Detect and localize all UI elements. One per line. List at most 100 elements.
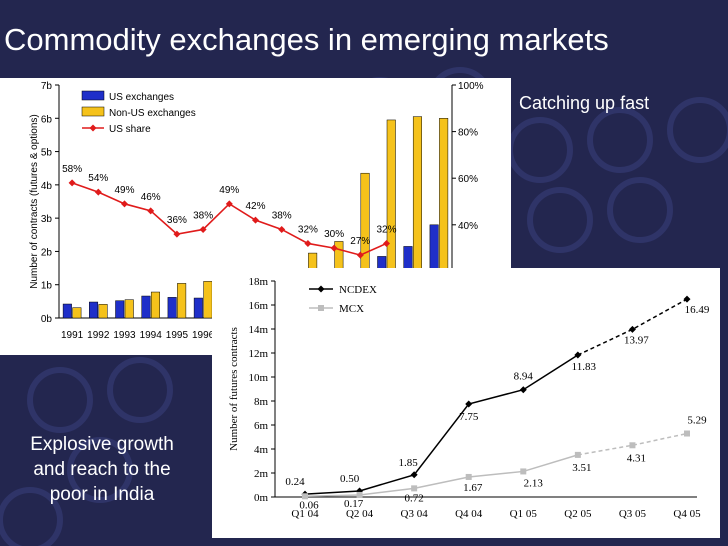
- y-axis-title: Number of futures contracts: [228, 327, 240, 451]
- ncdex-point: [519, 386, 527, 394]
- legend-us-label: US exchanges: [109, 92, 174, 103]
- us-share-data-label: 58%: [62, 164, 82, 175]
- non-us-exchanges-bar: [72, 307, 82, 319]
- legend-mcx-marker: [318, 305, 324, 311]
- x-tick-label: Q2 05: [564, 508, 592, 520]
- us-share-point: [304, 239, 312, 247]
- futures-chart-panel: 0m 2m 4m 6m 8m 10m 12m 14m 16m 18m Q1 04 Q2 04 Q3 04…: [212, 268, 720, 538]
- y2-tick-label: 60%: [458, 174, 478, 185]
- y-tick-label: 1b: [41, 281, 53, 292]
- ncdex-point: [628, 325, 636, 333]
- mcx-data-label: 0.06: [299, 499, 319, 511]
- legend-ncdex-marker: [317, 285, 325, 293]
- us-share-data-label: 27%: [350, 236, 370, 247]
- legend-share-marker: [89, 124, 97, 132]
- y-tick-label: 6m: [254, 420, 269, 432]
- y2-tick-label: 80%: [458, 128, 478, 139]
- legend-non-us-swatch: [81, 106, 105, 117]
- x-tick-label: 1993: [113, 330, 136, 341]
- us-share-data-label: 49%: [114, 185, 134, 196]
- us-exchanges-bar: [115, 300, 125, 319]
- x-tick-label: Q1 05: [510, 508, 538, 520]
- us-share-point: [383, 239, 390, 247]
- y-tick-label: 6b: [41, 114, 53, 125]
- mcx-data-label: 0.72: [405, 492, 424, 504]
- legend-mcx-label: MCX: [339, 303, 364, 315]
- non-us-exchanges-bar: [150, 291, 160, 319]
- ncdex-point: [465, 400, 473, 408]
- us-exchanges-bar: [141, 295, 151, 319]
- legend-ncdex-label: NCDEX: [339, 284, 377, 296]
- ncdex-data-label: 13.97: [624, 334, 649, 346]
- y-tick-label: 4m: [254, 444, 269, 456]
- legend-share-label: US share: [109, 124, 151, 135]
- y-tick-label: 0b: [41, 314, 53, 325]
- us-share-point: [330, 244, 338, 252]
- legend-non-us-label: Non-US exchanges: [109, 108, 196, 119]
- us-share-data-label: 30%: [324, 229, 344, 240]
- non-us-exchanges-bar: [203, 281, 213, 319]
- left-caption-line-1: Explosive growth: [30, 434, 174, 455]
- y-tick-label: 4b: [41, 181, 53, 192]
- y-tick-label: 12m: [248, 348, 268, 360]
- mcx-projected-line: [577, 432, 688, 456]
- mcx-point: [520, 468, 527, 475]
- ncdex-data-label: 1.85: [399, 457, 419, 469]
- mcx-point: [574, 451, 581, 458]
- x-tick-label: Q1 04: [291, 508, 319, 520]
- us-share-data-label: 36%: [167, 215, 187, 226]
- x-tick-label: Q3 04: [401, 508, 429, 520]
- us-share-data-label: 49%: [219, 185, 239, 196]
- us-share-point: [121, 200, 128, 208]
- y-tick-label: 8m: [254, 396, 269, 408]
- y2-tick-label: 100%: [458, 81, 484, 92]
- us-share-data-label: 32%: [298, 224, 318, 235]
- ncdex-data-label: 0.50: [340, 473, 360, 485]
- ncdex-line: [304, 354, 579, 495]
- y2-tick-label: 40%: [458, 221, 478, 232]
- x-tick-label: 1992: [87, 330, 110, 341]
- y-tick-label: 5b: [41, 148, 53, 159]
- us-share-point: [199, 225, 207, 233]
- mcx-point: [356, 491, 363, 498]
- ncdex-data-label: 7.75: [459, 411, 479, 423]
- y-tick-label: 2m: [254, 468, 269, 480]
- ncdex-data-label: 0.24: [285, 476, 305, 488]
- us-exchanges-bar: [89, 301, 99, 319]
- slide-subtitle: Catching up fast: [519, 93, 650, 113]
- us-share-data-label: 46%: [141, 192, 161, 203]
- slide-title: Commodity exchanges in emerging markets: [4, 22, 609, 57]
- x-tick-label: 1996: [192, 330, 215, 341]
- mcx-data-label: 0.17: [344, 498, 364, 510]
- x-tick-label: 1991: [61, 330, 84, 341]
- x-tick-label: Q4 04: [455, 508, 483, 520]
- y-tick-label: 0m: [254, 492, 269, 504]
- us-exchanges-bar: [62, 303, 72, 319]
- ncdex-point: [574, 351, 582, 359]
- us-share-point: [147, 207, 155, 215]
- mcx-point: [411, 485, 418, 492]
- us-share-data-label: 38%: [272, 210, 292, 221]
- us-share-point: [356, 251, 364, 259]
- us-share-point: [278, 225, 286, 233]
- us-share-point: [94, 188, 102, 196]
- us-share-point: [252, 216, 259, 224]
- left-caption-line-2: and reach to the: [33, 459, 171, 480]
- y-tick-label: 10m: [248, 372, 268, 384]
- non-us-exchanges-bar: [98, 304, 108, 319]
- mcx-data-label: 5.29: [687, 415, 707, 427]
- ncdex-point: [683, 295, 691, 303]
- mcx-data-label: 2.13: [524, 477, 544, 489]
- y-axis-title: Number of contracts (futures & options): [29, 114, 40, 289]
- ncdex-point: [410, 471, 418, 479]
- ncdex-data-label: 8.94: [514, 371, 534, 383]
- mcx-point: [629, 442, 636, 449]
- non-us-exchanges-bar: [124, 299, 134, 319]
- y-tick-label: 3b: [41, 214, 53, 225]
- legend-us-swatch: [81, 90, 105, 101]
- mcx-point: [302, 493, 308, 500]
- ncdex-data-label: 16.49: [685, 304, 710, 316]
- us-exchanges-bar: [167, 297, 177, 319]
- us-share-data-label: 42%: [245, 201, 265, 212]
- futures-chart: 0m 2m 4m 6m 8m 10m 12m 14m 16m 18m Q1 04 Q2 04 Q3 04…: [228, 276, 710, 520]
